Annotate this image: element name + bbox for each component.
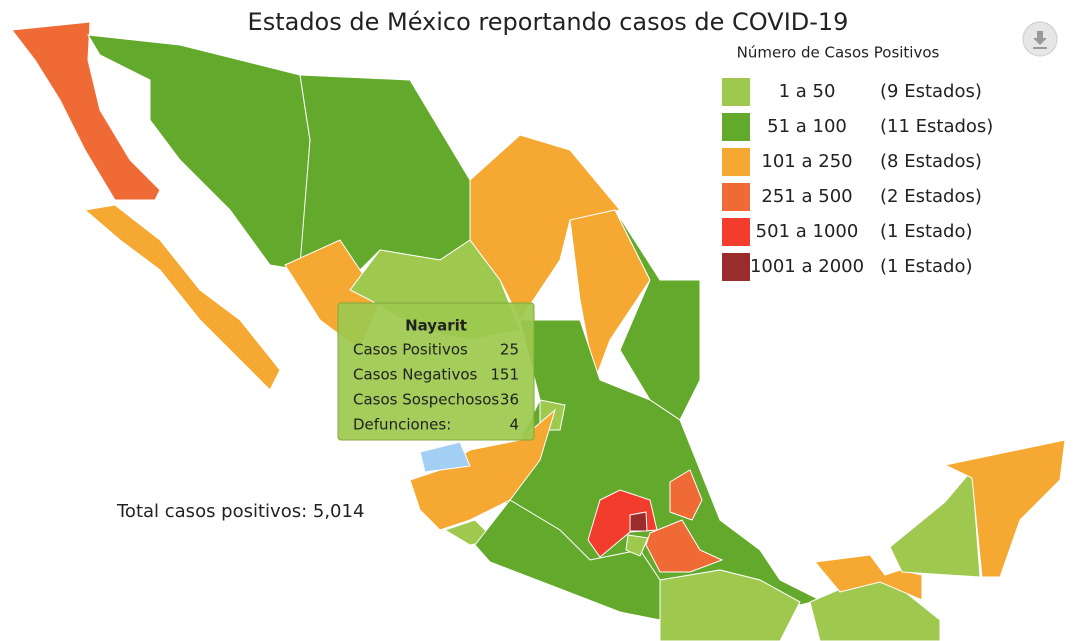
legend-swatch (722, 253, 750, 281)
legend-swatch (722, 113, 750, 141)
download-icon[interactable] (1033, 31, 1047, 49)
legend-swatch (722, 148, 750, 176)
total-text: Total casos positivos: 5,014 (116, 501, 364, 522)
state[interactable] (814, 554, 923, 601)
download-button[interactable] (1022, 21, 1058, 57)
tooltip-box (337, 302, 535, 441)
legend-swatch (722, 183, 750, 211)
legend-count: (9 Estados) (880, 81, 982, 102)
legend-title: Número de Casos Positivos (737, 44, 940, 62)
legend-range: 251 a 500 (761, 186, 852, 207)
legend-range: 101 a 250 (761, 151, 852, 172)
legend-range: 1 a 50 (779, 81, 836, 102)
title: Estados de México reportando casos de CO… (248, 8, 849, 36)
legend-swatch (722, 218, 750, 246)
tooltip-value: 36 (500, 391, 519, 409)
state[interactable] (629, 511, 648, 532)
tooltip-label: Defunciones: (353, 416, 451, 434)
legend-count: (1 Estado) (880, 221, 973, 242)
state[interactable] (83, 204, 281, 391)
legend-range: 1001 a 2000 (750, 256, 864, 277)
tooltip-value: 25 (500, 341, 519, 359)
legend-count: (2 Estados) (880, 186, 982, 207)
tooltip-label: Casos Positivos (353, 341, 468, 359)
tooltip-label: Casos Sospechosos (353, 391, 499, 409)
state[interactable] (645, 519, 724, 573)
state[interactable] (889, 468, 981, 578)
tooltip-label: Casos Negativos (353, 366, 478, 384)
state[interactable] (11, 21, 161, 201)
legend-count: (11 Estados) (880, 116, 993, 137)
legend: 1 a 50 (9 Estados) 51 a 100 (11 Estados) 101… (722, 78, 993, 281)
state[interactable] (669, 469, 703, 521)
state-highlighted[interactable] (419, 441, 471, 473)
state[interactable] (943, 439, 1066, 578)
legend-swatch (722, 78, 750, 106)
legend-range: 51 a 100 (767, 116, 847, 137)
legend-count: (8 Estados) (880, 151, 982, 172)
tooltip-value: 151 (490, 366, 519, 384)
legend-range: 501 a 1000 (756, 221, 859, 242)
tooltip-title: Nayarit (405, 317, 467, 335)
state[interactable] (659, 569, 801, 641)
state[interactable] (469, 134, 621, 321)
state[interactable] (87, 34, 311, 271)
state[interactable] (625, 534, 649, 557)
tooltip: Nayarit Casos Positivos 25 Casos Negativos… (337, 302, 535, 441)
legend-count: (1 Estado) (880, 256, 973, 277)
tooltip-value: 4 (509, 416, 519, 434)
map (11, 21, 1066, 641)
